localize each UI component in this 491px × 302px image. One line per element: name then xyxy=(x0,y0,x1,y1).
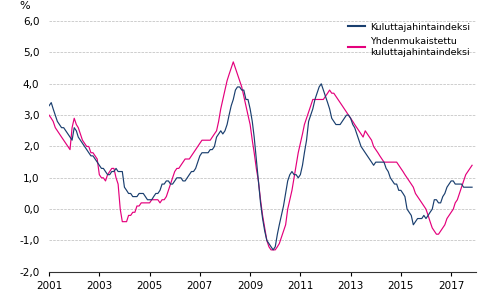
Text: %: % xyxy=(19,1,30,11)
Legend: Kuluttajahintaindeksi, Yhdenmukaistettu
kuluttajahintaindeksi: Kuluttajahintaindeksi, Yhdenmukaistettu … xyxy=(346,21,471,59)
